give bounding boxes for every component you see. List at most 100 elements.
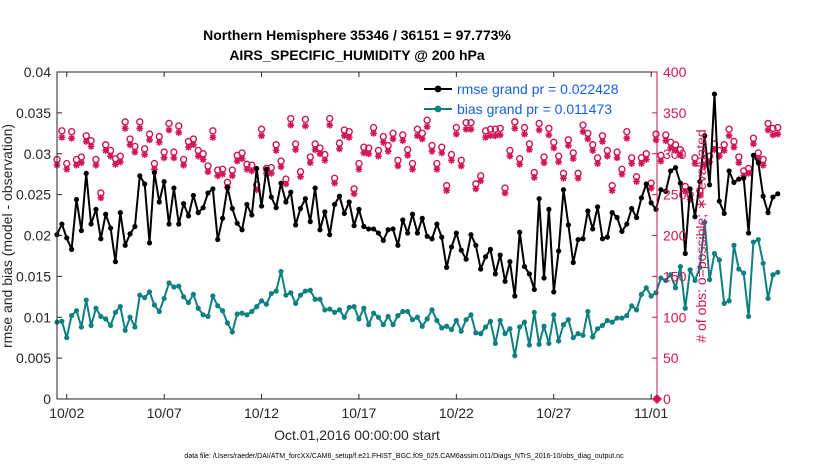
plot-area: [57, 72, 657, 399]
rmse-point: [205, 190, 211, 196]
chart-title: Northern Hemisphere 35346 / 36151 = 97.7…: [203, 27, 511, 43]
obs-evaluated-point: [467, 125, 475, 133]
bias-point: [551, 312, 557, 318]
obs-evaluated-point: [360, 149, 368, 157]
obs-evaluated-point: [384, 147, 392, 155]
bias-point: [64, 335, 70, 341]
obs-evaluated-point: [715, 152, 723, 160]
obs-evaluated-point: [287, 121, 295, 129]
obs-evaluated-point: [209, 134, 217, 141]
obs-evaluated-point: [589, 147, 597, 154]
rmse-point: [497, 252, 503, 258]
legend-marker-rmse: [434, 85, 442, 93]
bias-point: [444, 323, 450, 329]
rmse-point: [570, 259, 576, 266]
obs-evaluated-point: [306, 159, 314, 167]
bias-point: [366, 322, 372, 328]
bias-point: [69, 313, 75, 319]
bias-point: [375, 314, 382, 320]
obs-possible-point: [759, 155, 767, 164]
obs-evaluated-point: [253, 186, 261, 194]
rmse-point: [185, 213, 192, 219]
bias-point: [414, 314, 420, 320]
rmse-point: [633, 214, 640, 221]
obs-evaluated-point: [136, 125, 144, 132]
bias-point: [706, 277, 713, 283]
bias-point: [409, 317, 416, 323]
obs-evaluated-point: [555, 158, 563, 166]
obs-evaluated-point: [457, 162, 465, 170]
obs-evaluated-point: [725, 132, 733, 140]
obs-evaluated-point: [672, 147, 679, 154]
obs-evaluated-point: [452, 130, 460, 138]
rmse-point: [351, 223, 357, 229]
bias-point: [317, 296, 323, 302]
obs-evaluated-point: [170, 154, 178, 162]
bias-point: [536, 341, 542, 347]
obs-evaluated-point: [77, 159, 85, 167]
rmse-point: [395, 242, 401, 248]
bias-point: [716, 257, 722, 263]
rmse-point: [507, 259, 513, 265]
obs-evaluated-point: [87, 142, 95, 150]
obs-possible-point: [175, 122, 183, 130]
obs-evaluated-point: [58, 134, 66, 141]
rmse-point: [69, 246, 75, 252]
rmse-point: [565, 222, 571, 228]
obs-evaluated-point: [160, 154, 168, 162]
bias-point: [327, 306, 333, 312]
obs-possible-point: [423, 116, 431, 124]
rmse-point: [307, 219, 313, 225]
obs-evaluated-point: [608, 187, 616, 194]
obs-evaluated-point: [131, 148, 139, 156]
rmse-point: [463, 256, 469, 262]
obs-evaluated-point: [574, 174, 582, 182]
bias-point: [677, 263, 683, 270]
rmse-point: [112, 259, 119, 265]
rmse-point: [643, 181, 649, 187]
bias-point: [546, 340, 552, 347]
obs-evaluated-point: [647, 184, 655, 192]
bias-point: [721, 300, 727, 306]
bias-point: [278, 268, 284, 275]
obs-possible-point: [623, 127, 631, 136]
obs-possible-point: [257, 125, 266, 133]
bias-point: [439, 325, 445, 331]
obs-evaluated-point: [638, 160, 645, 167]
bias-point: [356, 316, 362, 322]
rmse-point: [283, 199, 289, 205]
bias-point: [312, 296, 318, 302]
rmse-point: [599, 236, 606, 242]
obs-evaluated-point: [550, 144, 558, 152]
rmse-point: [536, 196, 542, 202]
bias-point: [741, 270, 747, 276]
rmse-point: [458, 247, 464, 253]
bias-point: [254, 304, 260, 310]
bias-point: [73, 308, 80, 314]
bias-point: [78, 324, 84, 330]
rmse-point: [594, 204, 601, 210]
bias-point: [405, 308, 411, 315]
left-axis-label: rmse and bias (model - observation): [0, 124, 15, 348]
bias-point: [668, 272, 674, 278]
obs-possible-point: [413, 125, 422, 133]
rmse-point: [760, 193, 766, 199]
obs-evaluated-point: [219, 170, 226, 178]
bias-point: [672, 285, 679, 291]
obs-evaluated-point: [535, 126, 543, 134]
obs-possible-point: [136, 118, 144, 126]
rmse-point: [385, 227, 391, 233]
rmse-point: [361, 223, 367, 230]
bias-point: [507, 326, 513, 332]
obs-possible-point: [579, 121, 587, 129]
bias-point: [482, 324, 489, 330]
obs-evaluated-point: [540, 159, 548, 167]
obs-evaluated-point: [423, 123, 431, 131]
x-tick-label: 10/27: [536, 405, 571, 421]
rmse-point: [745, 230, 752, 236]
obs-evaluated-point: [389, 135, 397, 143]
obs-evaluated-point: [618, 170, 626, 178]
obs-evaluated-point: [594, 160, 601, 167]
obs-possible-point: [662, 131, 670, 139]
bias-point: [521, 319, 528, 325]
